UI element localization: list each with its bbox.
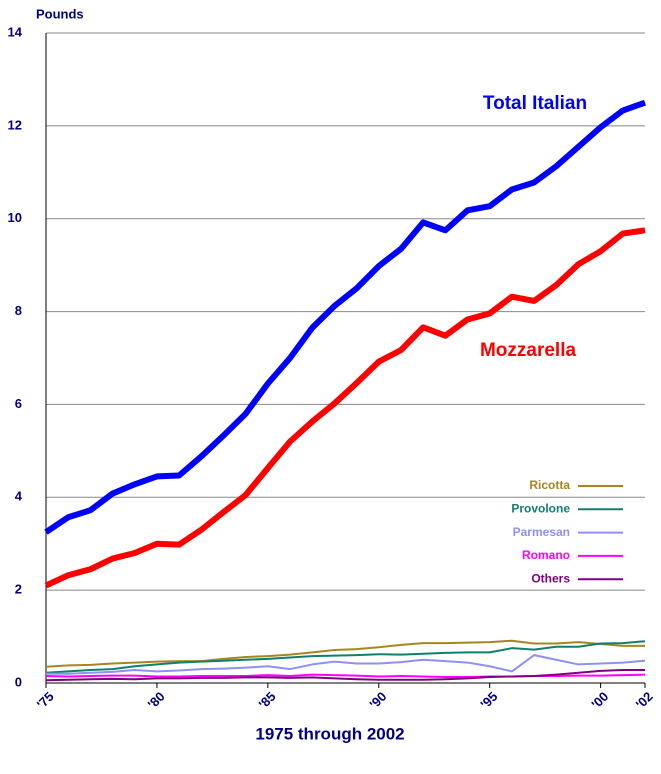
y-tick-label: 2 — [15, 582, 22, 597]
x-tick-label: '00 — [588, 689, 611, 712]
legend-label: Romano — [522, 548, 570, 562]
x-tick-label: '80 — [145, 689, 168, 712]
series-line — [45, 639, 645, 668]
x-tick-label: '90 — [367, 689, 390, 712]
legend-label: Others — [531, 571, 570, 585]
legend-label: Parmesan — [513, 525, 570, 539]
series-line — [44, 227, 646, 589]
series-line — [46, 654, 646, 675]
series-line — [45, 640, 646, 674]
series-line — [45, 669, 645, 682]
y-axis-label: Pounds — [36, 6, 84, 21]
series-label: Total Italian — [483, 93, 587, 114]
series-label: Mozzarella — [480, 340, 577, 361]
y-tick-label: 10 — [8, 210, 22, 225]
x-axis-label: 1975 through 2002 — [255, 724, 404, 743]
series-line — [44, 99, 647, 535]
x-tick-label: '95 — [477, 689, 500, 712]
y-tick-label: 8 — [15, 303, 22, 318]
x-tick-label: '85 — [256, 689, 279, 712]
legend-label: Ricotta — [529, 478, 570, 492]
x-tick-label: '75 — [34, 689, 57, 712]
x-tick-label: '02 — [633, 689, 656, 712]
y-tick-label: 0 — [15, 674, 22, 689]
y-tick-label: 12 — [8, 117, 22, 132]
y-tick-label: 4 — [15, 489, 23, 504]
legend-label: Provolone — [511, 501, 570, 515]
y-tick-label: 14 — [8, 24, 23, 39]
y-tick-label: 6 — [15, 396, 22, 411]
